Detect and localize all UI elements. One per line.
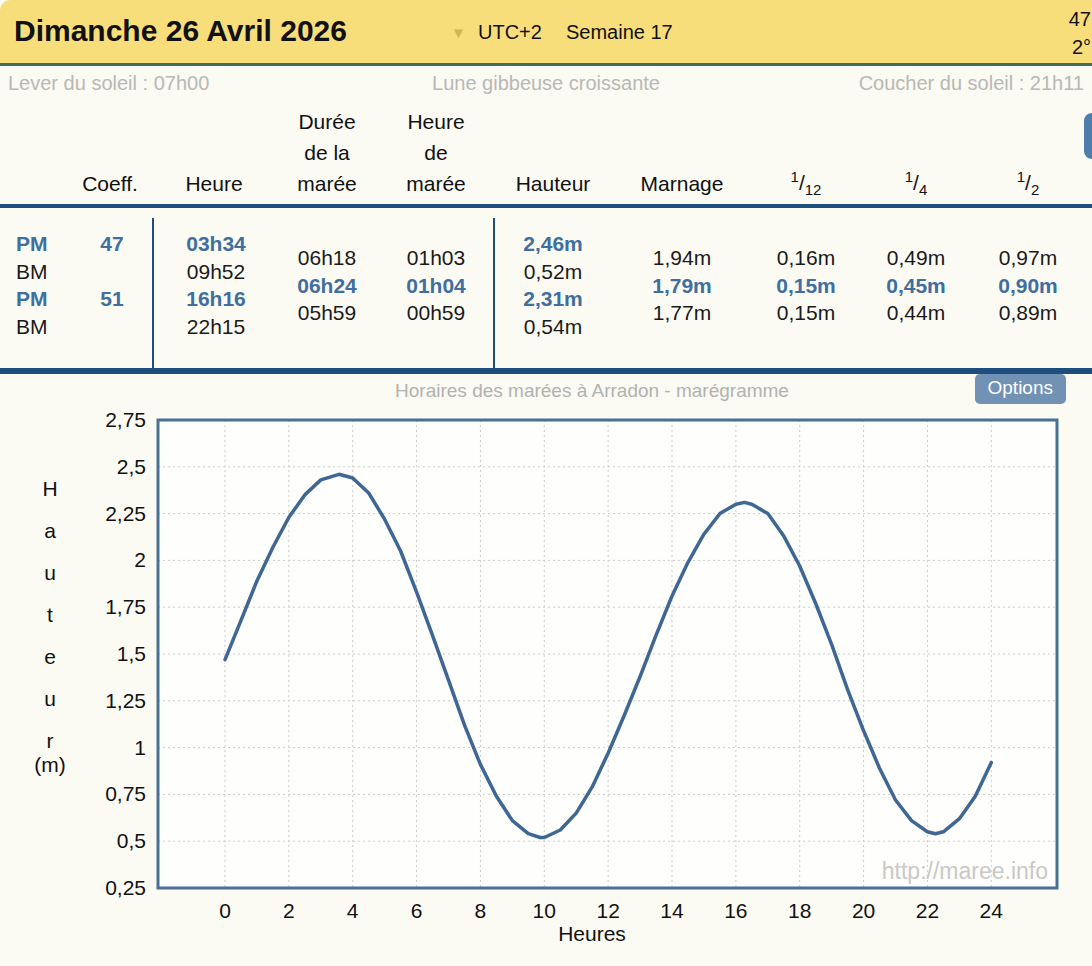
tide-hour-length: 01h03 [407,246,465,270]
tide-hour-length: 01h04 [406,274,466,298]
sunset-label: Coucher du soleil : 21h11 [859,72,1084,95]
table-divider-left [152,218,154,368]
side-panel-tab[interactable] [1084,113,1092,159]
tide-time: 03h34 [186,232,246,256]
svg-text:2: 2 [283,899,295,922]
col-header-one-quarter: 1/4 [905,168,928,198]
svg-text:0,5: 0,5 [117,829,146,852]
tide-chart-section: Horaires des marées à Arradon - marégram… [0,368,1092,966]
col-header-heure: Heure [185,172,242,196]
svg-text:24: 24 [980,899,1004,922]
half-value: 0,97m [999,246,1057,270]
svg-text:1: 1 [134,736,146,759]
svg-text:16: 16 [724,899,747,922]
col-header-heure-maree: Heure de marée [406,106,466,199]
x-axis-title: Heures [92,922,1092,946]
svg-text:2: 2 [134,548,146,571]
svg-text:18: 18 [788,899,811,922]
col-header-one-half: 1/2 [1017,168,1040,198]
tide-hour-length: 00h59 [407,301,465,325]
tide-time: 16h16 [186,287,246,311]
tide-type: PM [16,287,48,311]
tide-duration: 06h18 [298,246,356,270]
svg-text:8: 8 [475,899,487,922]
col-header-hauteur: Hauteur [516,172,591,196]
twelfth-value: 0,16m [777,246,835,270]
svg-text:1,5: 1,5 [117,642,146,665]
col-header-duree: Durée de la marée [297,106,357,199]
tide-duration: 05h59 [298,301,356,325]
tide-coefficient: 51 [100,287,123,311]
tide-height: 0,54m [524,315,582,339]
tide-time: 09h52 [187,260,245,284]
svg-text:6: 6 [411,899,423,922]
corner-temperature: 2° [1069,33,1091,61]
quarter-value: 0,49m [887,246,945,270]
svg-text:20: 20 [852,899,875,922]
tide-type: PM [16,232,48,256]
half-value: 0,90m [998,274,1058,298]
timezone-label: UTC+2 [478,21,542,44]
corner-info: 47 2° [1069,5,1092,61]
quarter-value: 0,45m [886,274,946,298]
week-number-label: Semaine 17 [566,21,673,44]
col-header-marnage: Marnage [641,172,724,196]
svg-text:22: 22 [916,899,939,922]
half-value: 0,89m [999,301,1057,325]
quarter-value: 0,44m [887,301,945,325]
table-divider-right [493,218,495,368]
col-header-coeff: Coeff. [82,172,138,196]
date-header-bar: Dimanche 26 Avril 2026 ▼ UTC+2 Semaine 1… [0,0,1092,63]
svg-text:10: 10 [533,899,556,922]
tide-height: 0,52m [524,260,582,284]
tide-coefficient: 47 [100,232,123,256]
svg-text:14: 14 [660,899,684,922]
tide-range: 1,94m [653,246,711,270]
col-header-one-twelfth: 1/12 [791,168,822,198]
svg-text:2,5: 2,5 [117,455,146,478]
chart-plot-background [158,420,1057,888]
tide-height: 2,31m [523,287,583,311]
table-header-underline [0,204,1092,208]
page-title-date: Dimanche 26 Avril 2026 [14,14,347,48]
tide-type: BM [16,315,48,339]
svg-text:4: 4 [347,899,359,922]
tide-range: 1,79m [652,274,712,298]
y-axis-title: Hauteur [38,468,62,762]
corner-coefficient: 47 [1069,5,1091,33]
sun-moon-bar: Lever du soleil : 07h00 Lune gibbeuse cr… [0,69,1092,97]
tide-height: 2,46m [523,232,583,256]
twelfth-value: 0,15m [777,301,835,325]
tide-range: 1,77m [653,301,711,325]
y-axis-unit: (m) [28,753,72,777]
svg-text:12: 12 [596,899,619,922]
maree-info-page: Dimanche 26 Avril 2026 ▼ UTC+2 Semaine 1… [0,0,1092,966]
y-axis-tick-labels: 2,75 2,5 2,25 2 1,75 1,5 1,25 1 0,75 0,5 0,25 [105,408,146,899]
tide-time: 22h15 [187,315,245,339]
svg-text:2,25: 2,25 [105,502,146,525]
tide-type: BM [16,260,48,284]
svg-text:1,25: 1,25 [105,689,146,712]
twelfth-value: 0,15m [776,274,836,298]
svg-text:2,75: 2,75 [105,408,146,431]
svg-text:0,75: 0,75 [105,782,146,805]
svg-text:1,75: 1,75 [105,595,146,618]
tide-duration: 06h24 [297,274,357,298]
x-axis-tick-labels: 024681012141618202224 [219,899,1003,922]
svg-text:0,25: 0,25 [105,876,146,899]
svg-text:0: 0 [219,899,231,922]
watermark-url: http://maree.info [882,858,1048,885]
date-dropdown-caret-icon[interactable]: ▼ [451,24,466,41]
header-divider [0,63,1092,66]
